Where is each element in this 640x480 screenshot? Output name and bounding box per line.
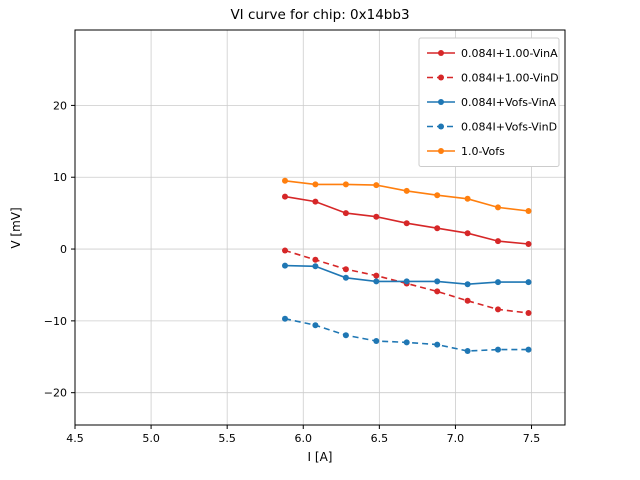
series-marker-1.0-Vofs [342,181,349,188]
chart-title: VI curve for chip: 0x14bb3 [230,7,409,23]
x-tick-label: 7.5 [523,432,541,445]
series-marker-0.084I+1.00-VinA [342,210,349,217]
series-marker-1.0-Vofs [464,195,471,202]
x-tick-label: 6.0 [295,432,313,445]
x-tick-label: 6.5 [371,432,389,445]
legend-marker-sample [438,74,444,81]
series-marker-0.084I+Vofs-VinA [312,263,319,270]
series-marker-1.0-Vofs [282,177,288,184]
series-marker-0.084I+1.00-VinD [464,297,471,304]
series-marker-0.084I+Vofs-VinA [525,279,532,286]
series-marker-0.084I+Vofs-VinD [373,338,380,344]
y-tick-label: −20 [44,387,67,400]
series-marker-0.084I+Vofs-VinD [342,332,349,339]
legend-label: 0.084I+Vofs-VinD [461,121,557,134]
legend-label: 0.084I+1.00-VinA [461,47,558,60]
series-marker-0.084I+Vofs-VinD [282,315,288,322]
series-marker-0.084I+1.00-VinD [525,310,532,316]
series-marker-0.084I+1.00-VinD [434,288,441,295]
series-marker-0.084I+Vofs-VinA [495,279,501,286]
series-marker-0.084I+Vofs-VinD [312,322,319,329]
x-tick-label: 7.0 [447,432,465,445]
series-marker-0.084I+1.00-VinA [282,193,288,200]
y-tick-label: 0 [60,243,67,256]
legend-label: 1.0-Vofs [461,145,505,158]
series-marker-0.084I+1.00-VinA [312,198,319,205]
series-marker-0.084I+Vofs-VinD [434,341,441,348]
series-marker-0.084I+Vofs-VinD [495,346,501,353]
x-tick-label: 5.0 [142,432,160,445]
series-marker-0.084I+1.00-VinD [282,247,288,254]
series-line-0.084I+1.00-VinD [284,249,529,314]
y-tick-label: 10 [53,171,67,184]
series-line-0.084I+Vofs-VinD [284,317,529,352]
series-marker-0.084I+1.00-VinA [464,230,471,237]
plot-area: 4.5 5.0 5.5 6.0 6.5 7.0 7.5 −20 −10 0 10 20 0.084I+1… [44,29,566,445]
series-marker-0.084I+1.00-VinA [434,225,441,232]
series-marker-0.084I+1.00-VinD [373,272,380,279]
x-tick-label: 4.5 [66,432,84,445]
series-marker-0.084I+Vofs-VinA [434,278,441,285]
series-marker-0.084I+1.00-VinD [342,266,349,273]
series-marker-0.084I+Vofs-VinA [373,278,380,285]
series-marker-0.084I+Vofs-VinD [525,346,532,353]
series-marker-0.084I+1.00-VinA [403,220,410,227]
legend-marker-sample [438,148,444,154]
legend-marker-sample [438,50,444,56]
legend-box [418,37,560,167]
y-tick-label: 20 [53,99,67,112]
series-marker-1.0-Vofs [403,187,410,194]
legend-label: 0.084I+1.00-VinD [461,72,559,85]
series-marker-0.084I+1.00-VinD [495,306,501,313]
series-marker-0.084I+Vofs-VinA [464,281,471,288]
series-marker-1.0-Vofs [525,208,532,214]
series-marker-1.0-Vofs [312,181,319,188]
y-axis-label: V [mV] [9,207,23,248]
x-tick-label: 5.5 [218,432,236,445]
series-marker-0.084I+1.00-VinA [373,213,380,220]
series-marker-0.084I+Vofs-VinA [282,262,288,269]
series-marker-0.084I+Vofs-VinD [403,339,410,346]
series-marker-0.084I+1.00-VinD [312,256,319,263]
series-marker-0.084I+1.00-VinA [495,238,501,245]
x-axis-label: I [A] [308,450,333,464]
y-tick-label: −10 [44,315,67,328]
series-marker-1.0-Vofs [434,192,441,199]
series-marker-0.084I+Vofs-VinA [403,278,410,285]
series-marker-0.084I+Vofs-VinD [464,348,471,354]
series-marker-0.084I+Vofs-VinA [342,274,349,281]
legend-marker-sample [438,123,444,130]
series-marker-1.0-Vofs [373,182,380,189]
legend-label: 0.084I+Vofs-VinA [461,96,557,109]
series-marker-0.084I+1.00-VinA [525,241,532,247]
series-marker-1.0-Vofs [495,204,501,211]
legend-marker-sample [438,99,444,105]
plot-frame [74,29,566,426]
series-line-1.0-Vofs [284,180,529,212]
